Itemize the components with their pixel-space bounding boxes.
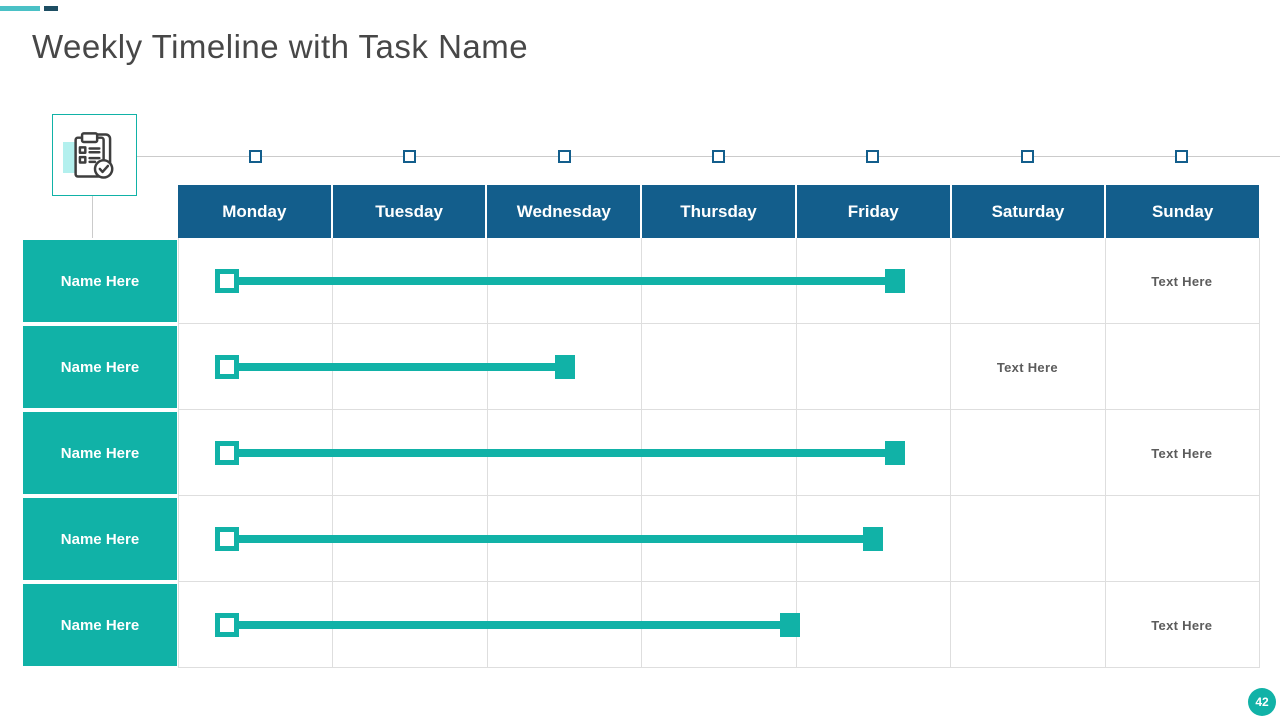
checkpoint-square-monday xyxy=(248,150,262,163)
task-bar xyxy=(233,363,559,371)
task-name-cell: Name Here xyxy=(23,498,177,580)
bar-end-square xyxy=(863,527,883,551)
grid-vline xyxy=(178,238,179,668)
day-header-friday: Friday xyxy=(796,185,950,238)
checkpoint-square-saturday xyxy=(1020,150,1034,163)
slide-title: Weekly Timeline with Task Name xyxy=(32,28,529,65)
timeline-row xyxy=(178,496,1259,582)
grid-vline xyxy=(1259,238,1260,668)
task-name-cell: Name Here xyxy=(23,412,177,494)
page-number: 42 xyxy=(1255,695,1269,709)
bar-start-square xyxy=(215,441,239,465)
day-header-row: Monday Tuesday Wednesday Thursday Friday Satu… xyxy=(178,185,1260,238)
checkpoint-square-tuesday xyxy=(403,150,417,163)
checkpoint-square-sunday xyxy=(1175,150,1189,163)
day-header-wednesday: Wednesday xyxy=(487,185,641,238)
grid-vline xyxy=(950,238,951,668)
timeline-row: Text Here xyxy=(178,410,1259,496)
grid-hline xyxy=(178,409,1259,410)
bar-end-square xyxy=(885,269,905,293)
grid-hline xyxy=(178,495,1259,496)
clipboard-check-icon xyxy=(74,132,114,179)
clipboard-icon-box xyxy=(52,114,137,196)
note-text-sunday: Text Here xyxy=(1151,273,1213,289)
task-bar xyxy=(233,621,784,629)
note-text-sunday: Text Here xyxy=(1151,445,1213,461)
bar-end-square xyxy=(780,613,800,637)
bar-end-square xyxy=(885,441,905,465)
page-number-badge: 42 xyxy=(1248,688,1276,716)
timeline-row: Text Here xyxy=(178,238,1259,324)
note-text-sunday: Text Here xyxy=(1151,617,1213,633)
accent-bar-teal xyxy=(0,6,40,11)
note-text-saturday: Text Here xyxy=(996,359,1058,375)
checkpoint-square-friday xyxy=(866,150,880,163)
accent-bar-dark xyxy=(44,6,58,11)
bar-start-square xyxy=(215,527,239,551)
task-bar xyxy=(233,535,867,543)
bar-start-square xyxy=(215,613,239,637)
timeline-grid: Text Here Text Here Text Here Text Here xyxy=(178,238,1260,668)
bar-start-square xyxy=(215,269,239,293)
checkpoint-square-wednesday xyxy=(557,150,571,163)
task-name-cell: Name Here xyxy=(23,584,177,666)
day-header-sunday: Sunday xyxy=(1106,185,1260,238)
day-header-tuesday: Tuesday xyxy=(332,185,486,238)
grid-hline xyxy=(178,581,1259,582)
task-name-cell: Name Here xyxy=(23,326,177,408)
timeline-connector-line xyxy=(133,156,1280,157)
task-bar xyxy=(233,449,889,457)
icon-highlight xyxy=(63,142,76,173)
icon-connector-line xyxy=(92,196,93,238)
day-header-monday: Monday xyxy=(178,185,331,238)
timeline-row: Text Here xyxy=(178,582,1259,668)
bar-end-square xyxy=(555,355,575,379)
grid-hline xyxy=(178,667,1259,668)
checkpoint-square-thursday xyxy=(712,150,725,163)
task-bar xyxy=(233,277,889,285)
day-header-thursday: Thursday xyxy=(642,185,795,238)
grid-hline xyxy=(178,323,1259,324)
bar-start-square xyxy=(215,355,239,379)
task-name-column: Name Here Name Here Name Here Name Here Name… xyxy=(23,238,177,668)
grid-vline xyxy=(1105,238,1106,668)
task-name-cell: Name Here xyxy=(23,240,177,322)
timeline-row: Text Here xyxy=(178,324,1259,410)
day-header-saturday: Saturday xyxy=(951,185,1105,238)
